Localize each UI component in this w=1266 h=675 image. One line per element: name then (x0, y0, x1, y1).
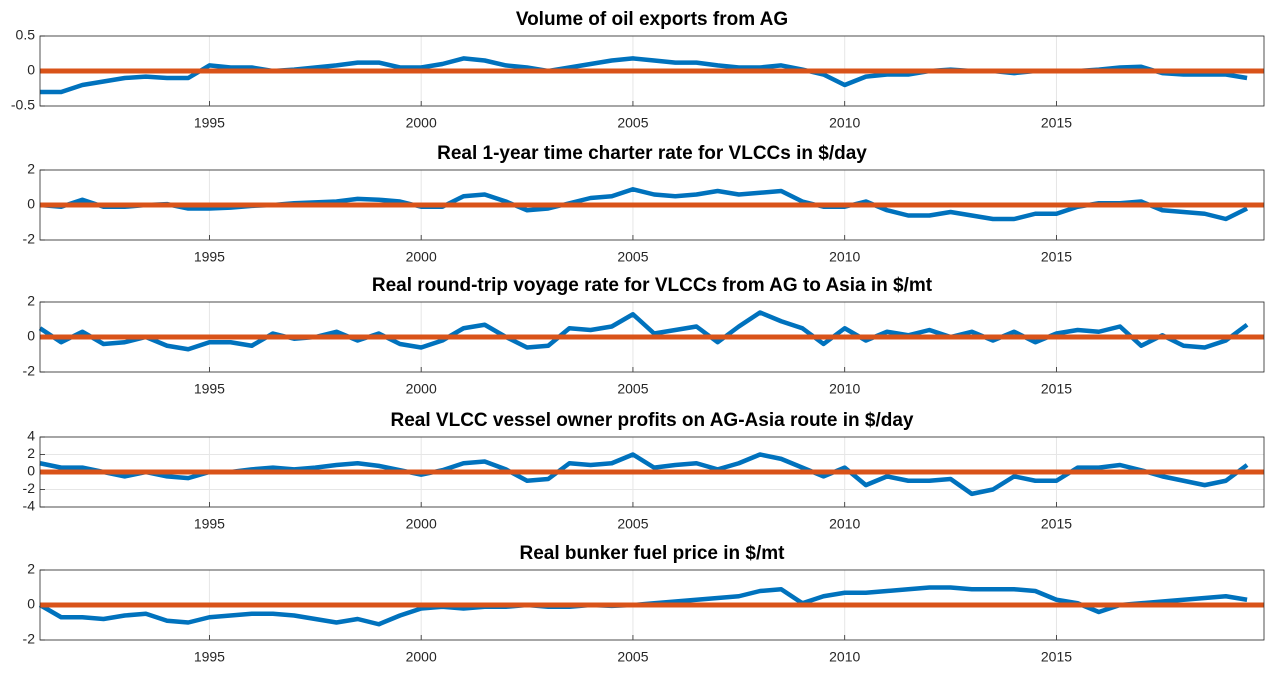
axes-box (39, 436, 1265, 508)
y-tick-label: 0.5 (16, 27, 36, 43)
x-tick-label: 2010 (829, 649, 860, 665)
x-tick-label: 2015 (1041, 249, 1072, 265)
x-tick-label: 2005 (617, 115, 648, 131)
x-tick-label: 2005 (617, 649, 648, 665)
y-tick-label: -2 (23, 480, 36, 496)
chart-title: Volume of oil exports from AG (516, 9, 788, 30)
y-tick-label: 0 (27, 596, 35, 612)
axes-box (39, 569, 1265, 641)
y-tick-label: 2 (27, 445, 35, 461)
x-tick-label: 2010 (829, 249, 860, 265)
x-tick-label: 2010 (829, 516, 860, 532)
x-tick-label: 2000 (406, 381, 437, 397)
x-tick-label: 2000 (406, 249, 437, 265)
x-tick-label: 2015 (1041, 649, 1072, 665)
y-tick-label: 4 (27, 428, 35, 444)
x-tick-label: 2010 (829, 115, 860, 131)
chart-title: Real VLCC vessel owner profits on AG-Asi… (391, 410, 914, 431)
y-tick-label: 2 (27, 161, 35, 177)
axes-box (39, 169, 1265, 241)
axes-box (39, 301, 1265, 373)
x-tick-label: 1995 (194, 649, 225, 665)
y-tick-label: 0 (27, 62, 35, 78)
y-tick-label: 0 (27, 463, 35, 479)
x-tick-label: 2015 (1041, 115, 1072, 131)
x-tick-label: 2000 (406, 115, 437, 131)
x-tick-label: 1995 (194, 249, 225, 265)
x-tick-label: 2015 (1041, 381, 1072, 397)
x-tick-label: 2000 (406, 649, 437, 665)
y-tick-label: -0.5 (11, 97, 35, 113)
x-tick-label: 2010 (829, 381, 860, 397)
x-tick-label: 2015 (1041, 516, 1072, 532)
y-tick-label: -4 (23, 498, 36, 514)
x-tick-label: 2005 (617, 381, 648, 397)
chart-title: Real 1-year time charter rate for VLCCs … (437, 143, 867, 164)
x-tick-label: 2005 (617, 249, 648, 265)
y-tick-label: 0 (27, 196, 35, 212)
y-tick-label: 2 (27, 561, 35, 577)
y-tick-label: -2 (23, 363, 36, 379)
x-tick-label: 1995 (194, 516, 225, 532)
x-tick-label: 2005 (617, 516, 648, 532)
y-tick-label: 2 (27, 293, 35, 309)
chart-title: Real round-trip voyage rate for VLCCs fr… (372, 275, 933, 296)
x-tick-label: 2000 (406, 516, 437, 532)
x-tick-label: 1995 (194, 381, 225, 397)
y-tick-label: -2 (23, 631, 36, 647)
x-tick-label: 1995 (194, 115, 225, 131)
chart-title: Real bunker fuel price in $/mt (519, 543, 785, 564)
axes-box (39, 35, 1265, 107)
y-tick-label: 0 (27, 328, 35, 344)
y-tick-label: -2 (23, 231, 36, 247)
